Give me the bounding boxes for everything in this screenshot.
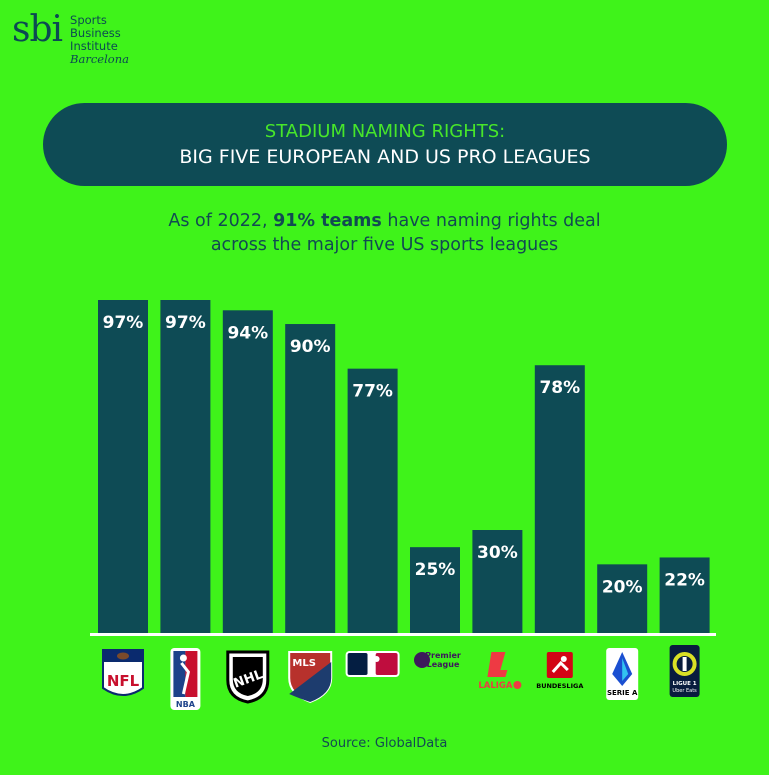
bar-9	[597, 564, 648, 633]
brand-line: Institute	[70, 39, 118, 53]
bar-value-label: 94%	[227, 323, 268, 343]
brand-line: Sports	[70, 13, 107, 27]
logo-label: NFL	[107, 672, 140, 690]
bar-7	[472, 530, 523, 633]
logo-label: Uber Eats	[672, 688, 697, 694]
subtitle-text: As of 2022,	[168, 211, 274, 231]
logo-label: LALIGA	[478, 681, 513, 691]
bar-6	[410, 547, 460, 633]
bar-value-label: 20%	[602, 577, 643, 597]
title-banner: STADIUM NAMING RIGHTS: BIG FIVE EUROPEAN…	[43, 103, 727, 186]
brand-name: Sports Business Institute Barcelona	[70, 14, 129, 66]
logo-label: Premier	[425, 651, 461, 660]
bar-10	[659, 557, 710, 633]
brand-line: Business	[70, 26, 121, 40]
logo-label: SERIE A	[607, 689, 638, 697]
bar-value-label: 30%	[477, 543, 518, 563]
logo-label: NBA	[176, 700, 196, 709]
subtitle-line2: across the major five US sports leagues	[210, 235, 559, 255]
bar-3	[222, 310, 273, 633]
brand-logo: sbi Sports Business Institute Barcelona	[12, 12, 129, 66]
bar-4	[285, 324, 336, 633]
logo-label: League	[427, 660, 460, 669]
bar-5	[347, 368, 398, 633]
mls-logo-icon: MLS	[288, 651, 333, 704]
nfl-logo-icon: NFL	[102, 649, 144, 696]
bar-1	[98, 300, 148, 633]
bar-value-label: 78%	[539, 378, 580, 398]
subtitle-text: have naming rights deal	[381, 211, 601, 231]
subtitle-highlight: 91% teams	[273, 211, 382, 231]
page-title-line1: STADIUM NAMING RIGHTS:	[264, 120, 506, 142]
logo-label: MLS	[292, 658, 316, 669]
page-title-line2: BIG FIVE EUROPEAN AND US PRO LEAGUES	[179, 145, 591, 168]
bar-2	[160, 300, 211, 633]
laliga-logo-icon: LALIGA	[478, 652, 522, 691]
subtitle-line1: As of 2022, 91% teams have naming rights…	[0, 209, 769, 233]
brand-mark: sbi	[12, 9, 63, 50]
bundesliga-logo-icon: BUNDESLIGA	[536, 652, 583, 690]
bar-value-label: 97%	[103, 313, 144, 333]
bar-value-label: 90%	[290, 337, 331, 357]
bar-value-label: 77%	[352, 382, 393, 402]
brand-line: Barcelona	[70, 52, 129, 66]
bar-value-label: 25%	[415, 560, 456, 580]
logo-label: LIGUE 1	[673, 681, 697, 687]
subtitle: As of 2022, 91% teams have naming rights…	[0, 209, 769, 257]
nba-logo-icon: NBA	[170, 648, 201, 710]
mlb-logo-icon	[345, 651, 400, 677]
serie-a-logo-icon: SERIE A	[606, 648, 639, 700]
source-note: Source: GlobalData	[321, 736, 448, 751]
logo-label: BUNDESLIGA	[536, 682, 583, 690]
bar-8	[534, 365, 585, 633]
bar-value-label: 22%	[664, 570, 705, 590]
bar-value-label: 97%	[165, 313, 206, 333]
nhl-logo-icon: NHL	[226, 650, 270, 704]
